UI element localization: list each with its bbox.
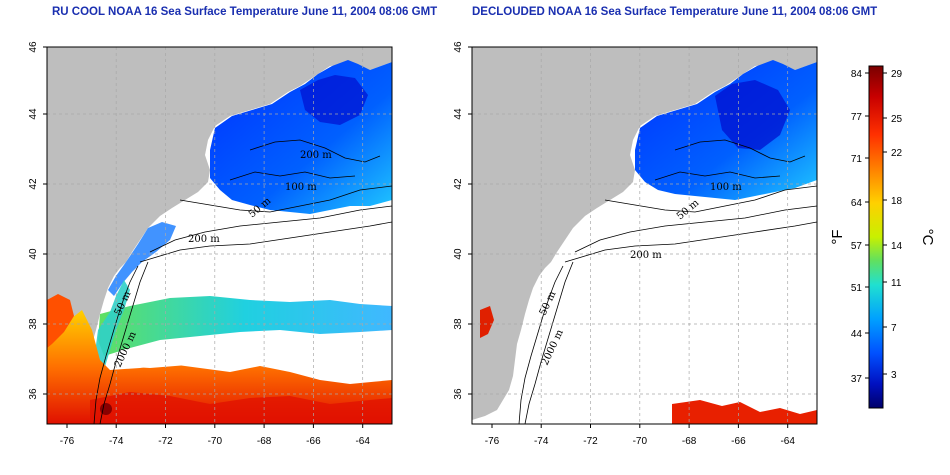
colorbar-c-tick: 25 xyxy=(891,114,903,125)
right-cold-core xyxy=(715,80,790,150)
right-lat-tick: 36 xyxy=(453,388,464,400)
left-lat-tick: 38 xyxy=(28,318,39,330)
left-contour-label-200m-north: 200 m xyxy=(300,150,332,161)
colorbar-c-tick: 18 xyxy=(891,196,903,207)
right-axis-ticks xyxy=(468,46,789,428)
right-lon-tick: -64 xyxy=(780,436,795,447)
right-coastal-warm-water xyxy=(480,306,494,338)
right-lon-tick: -76 xyxy=(485,436,500,447)
left-contour-label-100m: 100 m xyxy=(285,182,317,193)
colorbar-f-tick: 51 xyxy=(851,283,863,294)
right-lat-tick: 44 xyxy=(453,108,464,120)
right-lon-tick: -68 xyxy=(682,436,697,447)
colorbar-celsius-label: °C xyxy=(919,229,936,246)
colorbar-f-tick: 77 xyxy=(851,112,863,123)
left-mid-temp-band xyxy=(98,296,392,356)
left-lat-tick: 46 xyxy=(28,41,39,53)
left-lon-tick: -64 xyxy=(355,436,370,447)
left-hot-spot xyxy=(100,403,112,415)
left-lat-labels: 46 44 42 40 38 36 xyxy=(28,41,39,400)
left-lon-tick: -72 xyxy=(158,436,173,447)
left-lat-tick: 36 xyxy=(28,388,39,400)
colorbar-c-tick: 7 xyxy=(891,323,897,334)
left-cloud-patch xyxy=(118,340,392,368)
right-lon-tick: -70 xyxy=(633,436,648,447)
left-axis-ticks xyxy=(43,46,364,428)
right-contour-label-100m: 100 m xyxy=(710,182,742,193)
right-lon-tick: -74 xyxy=(534,436,549,447)
left-shelf-water xyxy=(94,280,130,380)
colorbar-f-tick: 71 xyxy=(851,154,863,165)
left-land-mass xyxy=(47,47,392,420)
colorbar-c-tick: 11 xyxy=(891,278,902,289)
colorbar-f-tick: 64 xyxy=(851,198,863,209)
colorbar-f-tick: 37 xyxy=(851,374,863,385)
right-contour-label-200m: 200 m xyxy=(630,250,662,261)
left-cold-core xyxy=(300,75,368,125)
right-lat-tick: 40 xyxy=(453,248,464,260)
right-lat-labels: 46 44 42 40 38 36 xyxy=(453,41,464,400)
colorbar-f-tick: 57 xyxy=(851,241,863,252)
left-map-title: RU COOL NOAA 16 Sea Surface Temperature … xyxy=(52,6,438,18)
right-grid xyxy=(472,47,817,424)
left-lon-tick: -66 xyxy=(306,436,321,447)
left-bathymetry-contours xyxy=(93,139,392,424)
right-lon-tick: -66 xyxy=(731,436,746,447)
left-grid xyxy=(47,47,392,424)
right-map-title: DECLOUDED NOAA 16 Sea Surface Temperatur… xyxy=(472,6,878,18)
right-lat-tick: 46 xyxy=(453,41,464,53)
colorbar-c-tick: 29 xyxy=(891,69,903,80)
right-sst-map: 100 m 50 m 200 m 50 m 2000 m xyxy=(472,47,817,424)
left-lon-labels: -76 -74 -72 -70 -68 -66 -64 xyxy=(60,436,371,447)
left-sst-map: 200 m 100 m 50 m 200 m 50 m 2000 m xyxy=(47,47,392,424)
colorbar-c-tick: 14 xyxy=(891,241,903,252)
left-lon-tick: -74 xyxy=(109,436,124,447)
left-lon-tick: -76 xyxy=(60,436,75,447)
right-lon-tick: -72 xyxy=(583,436,598,447)
right-lat-tick: 42 xyxy=(453,178,464,190)
temperature-colorbar: 84 77 71 64 57 51 44 37 29 25 22 18 14 1… xyxy=(829,65,936,409)
right-land-mass xyxy=(472,47,817,420)
left-lat-tick: 44 xyxy=(28,108,39,120)
left-map-frame xyxy=(46,46,393,425)
colorbar-c-tick: 22 xyxy=(891,148,903,159)
left-coastal-water xyxy=(108,222,176,296)
colorbar-f-tick: 44 xyxy=(851,329,863,340)
left-lon-tick: -68 xyxy=(257,436,272,447)
left-lat-tick: 40 xyxy=(28,248,39,260)
right-warm-water xyxy=(672,400,817,424)
colorbar-c-tick: 3 xyxy=(891,370,897,381)
colorbar-ticks xyxy=(865,72,887,379)
colorbar-ramp xyxy=(868,65,884,409)
right-lat-tick: 38 xyxy=(453,318,464,330)
left-lat-tick: 42 xyxy=(28,178,39,190)
right-map-frame xyxy=(471,46,818,425)
colorbar-fahrenheit-label: °F xyxy=(829,229,846,244)
left-contour-label-200m: 200 m xyxy=(188,234,220,245)
colorbar-f-tick: 84 xyxy=(851,69,863,80)
left-lon-tick: -70 xyxy=(208,436,223,447)
right-lon-labels: -76 -74 -72 -70 -68 -66 -64 xyxy=(485,436,796,447)
left-coastal-warm-water xyxy=(47,294,74,348)
